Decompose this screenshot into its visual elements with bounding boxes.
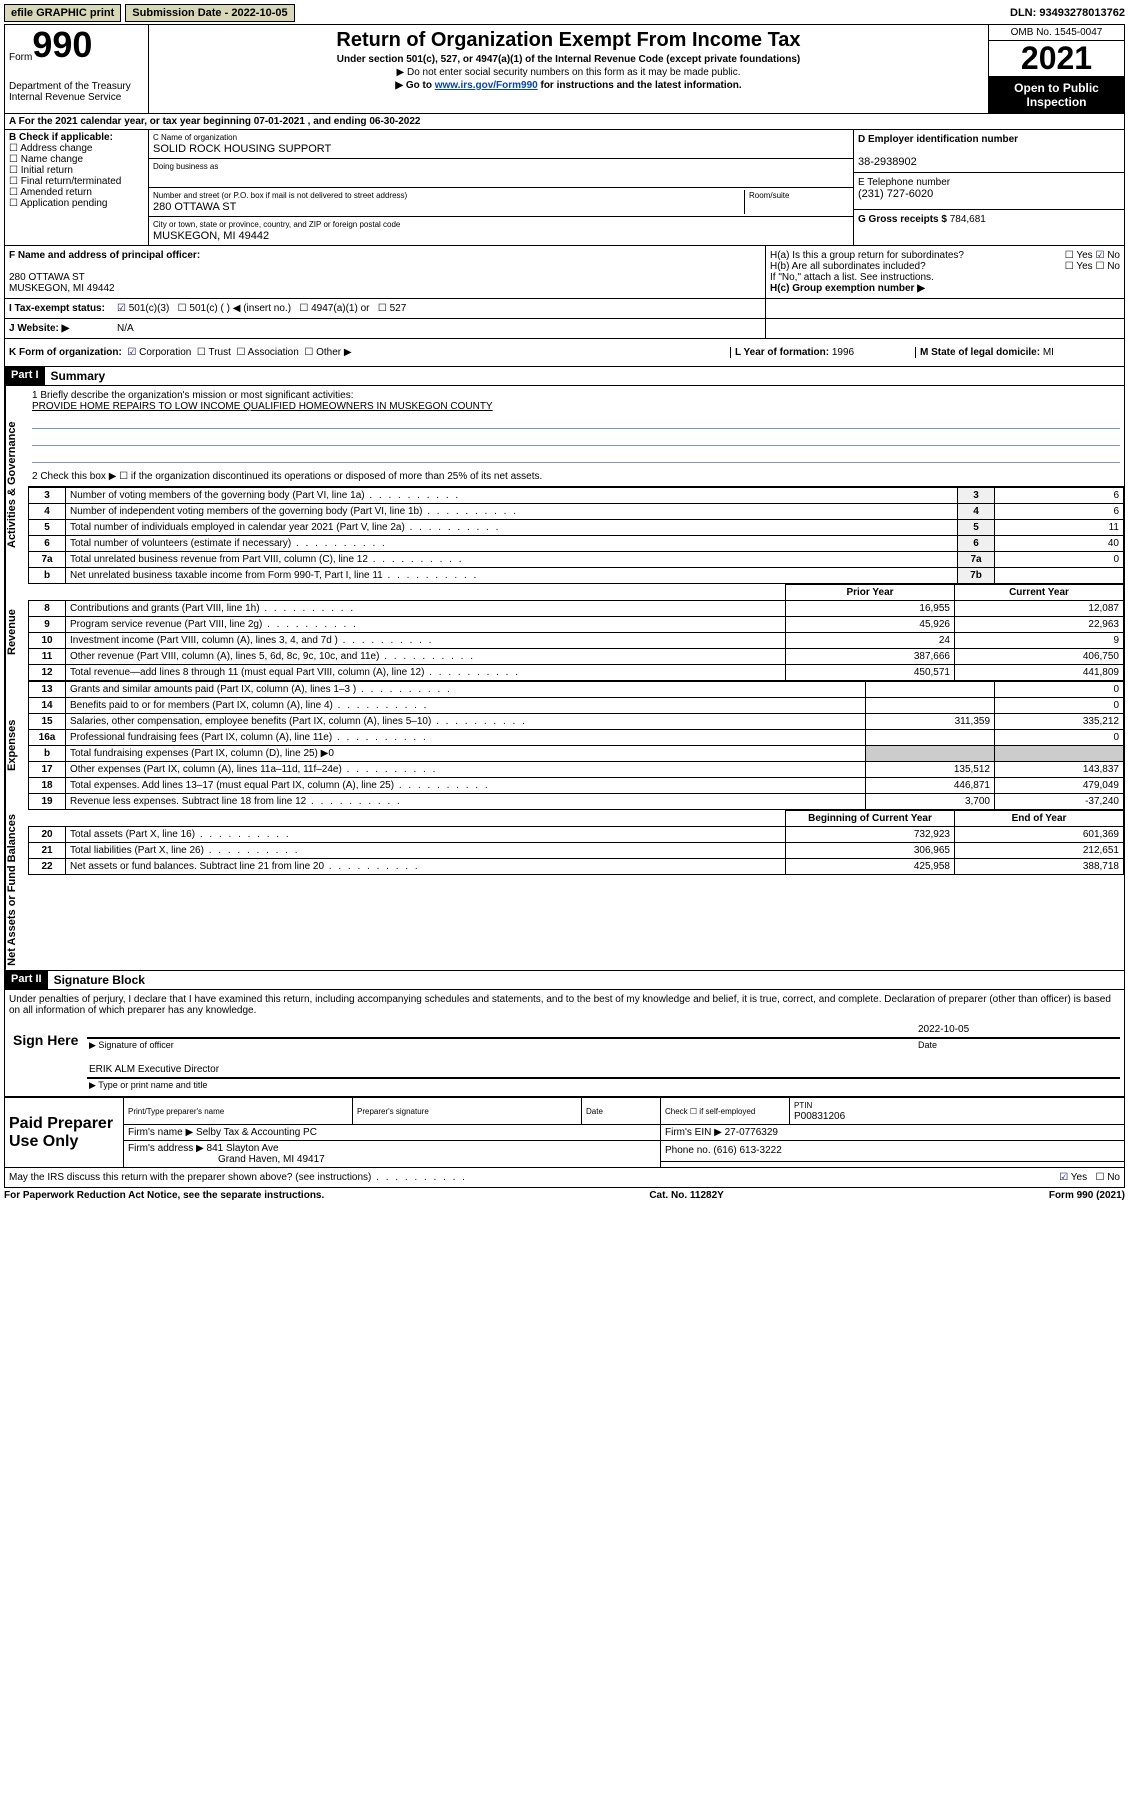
revenue-table: Prior YearCurrent Year8Contributions and… (28, 584, 1124, 681)
gross-receipts: 784,681 (950, 214, 986, 225)
summary-governance: Activities & Governance 1 Briefly descri… (4, 386, 1125, 584)
table-row: 3Number of voting members of the governi… (29, 488, 1124, 504)
discuss-yes[interactable]: Yes (1059, 1172, 1087, 1183)
org-city: MUSKEGON, MI 49442 (153, 230, 269, 242)
firm-phone: (616) 613-3222 (713, 1145, 781, 1156)
signature-block: Under penalties of perjury, I declare th… (4, 990, 1125, 1097)
instructions-link[interactable]: www.irs.gov/Form990 (435, 80, 538, 91)
chk-address-change[interactable]: Address change (9, 143, 144, 154)
ha-yes[interactable]: Yes (1065, 250, 1093, 261)
table-row: 13Grants and similar amounts paid (Part … (29, 682, 1124, 698)
chk-assoc[interactable]: Association (236, 347, 298, 358)
ha-no[interactable]: No (1095, 250, 1120, 261)
table-row: 19Revenue less expenses. Subtract line 1… (29, 794, 1124, 810)
col-right: D Employer identification number 38-2938… (853, 130, 1124, 245)
hb-no[interactable]: No (1095, 261, 1120, 272)
form-title: Return of Organization Exempt From Incom… (155, 29, 982, 52)
chk-501c3[interactable]: 501(c)(3) (117, 303, 169, 314)
officer-name: ERIK ALM Executive Director (87, 1062, 1120, 1078)
status-j: J Website: ▶ N/A (4, 319, 1125, 339)
org-name: SOLID ROCK HOUSING SUPPORT (153, 143, 331, 155)
table-row: 16aProfessional fundraising fees (Part I… (29, 730, 1124, 746)
table-header: Beginning of Current YearEnd of Year (29, 811, 1124, 827)
preparer-table: Paid Preparer Use Only Print/Type prepar… (4, 1097, 1125, 1168)
summary-expenses: Expenses 13Grants and similar amounts pa… (4, 681, 1125, 810)
status-i: I Tax-exempt status: 501(c)(3) 501(c) ( … (4, 299, 1125, 319)
expenses-table: 13Grants and similar amounts paid (Part … (28, 681, 1124, 810)
header-left: Form 990 Department of the Treasury Inte… (5, 25, 149, 113)
table-row: 12Total revenue—add lines 8 through 11 (… (29, 665, 1124, 681)
summary-revenue: Revenue Prior YearCurrent Year8Contribut… (4, 584, 1125, 681)
part2-header: Part II Signature Block (4, 971, 1125, 990)
hb-yes[interactable]: Yes (1065, 261, 1093, 272)
korg: K Form of organization: Corporation Trus… (4, 339, 1125, 367)
table-row: 20Total assets (Part X, line 16)732,9236… (29, 827, 1124, 843)
ein: 38-2938902 (858, 156, 917, 168)
part1-header: Part I Summary (4, 367, 1125, 386)
chk-501c[interactable]: 501(c) ( ) ◀ (insert no.) (178, 303, 291, 314)
row-a: A For the 2021 calendar year, or tax yea… (4, 114, 1125, 130)
year-formation: 1996 (832, 347, 854, 358)
form-header: Form 990 Department of the Treasury Inte… (4, 24, 1125, 114)
chk-initial-return[interactable]: Initial return (9, 165, 144, 176)
header-right: OMB No. 1545-0047 2021 Open to Public In… (988, 25, 1124, 113)
state-domicile: MI (1043, 347, 1054, 358)
col-b: B Check if applicable: Address change Na… (5, 130, 149, 245)
firm-ein: 27-0776329 (725, 1127, 778, 1138)
chk-other[interactable]: Other ▶ (304, 347, 351, 358)
footer: For Paperwork Reduction Act Notice, see … (4, 1188, 1125, 1203)
header-mid: Return of Organization Exempt From Incom… (149, 25, 988, 113)
table-row: 11Other revenue (Part VIII, column (A), … (29, 649, 1124, 665)
chk-4947[interactable]: 4947(a)(1) or (299, 303, 369, 314)
table-row: bNet unrelated business taxable income f… (29, 568, 1124, 584)
org-street: 280 OTTAWA ST (153, 201, 236, 213)
netassets-table: Beginning of Current YearEnd of Year20To… (28, 810, 1124, 875)
dln: DLN: 93493278013762 (1010, 7, 1125, 19)
chk-name-change[interactable]: Name change (9, 154, 144, 165)
chk-trust[interactable]: Trust (197, 347, 231, 358)
discuss-no[interactable]: No (1095, 1172, 1120, 1183)
table-row: 7aTotal unrelated business revenue from … (29, 552, 1124, 568)
table-row: 9Program service revenue (Part VIII, lin… (29, 617, 1124, 633)
table-row: 17Other expenses (Part IX, column (A), l… (29, 762, 1124, 778)
table-row: 4Number of independent voting members of… (29, 504, 1124, 520)
topbar: efile GRAPHIC print Submission Date - 20… (4, 4, 1125, 22)
table-row: 6Total number of volunteers (estimate if… (29, 536, 1124, 552)
table-row: bTotal fundraising expenses (Part IX, co… (29, 746, 1124, 762)
firm-addr2: Grand Haven, MI 49417 (218, 1154, 325, 1165)
mission: PROVIDE HOME REPAIRS TO LOW INCOME QUALI… (32, 401, 493, 412)
efile-badge[interactable]: efile GRAPHIC print (4, 4, 121, 22)
firm-addr1: 841 Slayton Ave (207, 1143, 279, 1154)
subdate-badge: Submission Date - 2022-10-05 (125, 4, 294, 22)
chk-527[interactable]: 527 (378, 303, 406, 314)
table-row: 22Net assets or fund balances. Subtract … (29, 859, 1124, 875)
chk-app-pending[interactable]: Application pending (9, 198, 144, 209)
sig-date: 2022-10-05 (916, 1022, 1120, 1037)
table-row: 14Benefits paid to or for members (Part … (29, 698, 1124, 714)
table-row: 18Total expenses. Add lines 13–17 (must … (29, 778, 1124, 794)
chk-amended[interactable]: Amended return (9, 187, 144, 198)
table-row: 5Total number of individuals employed in… (29, 520, 1124, 536)
col-cd: C Name of organization SOLID ROCK HOUSIN… (149, 130, 853, 245)
table-row: 10Investment income (Part VIII, column (… (29, 633, 1124, 649)
ptin: P00831206 (794, 1111, 845, 1122)
governance-table: 3Number of voting members of the governi… (28, 487, 1124, 584)
summary-netassets: Net Assets or Fund Balances Beginning of… (4, 810, 1125, 971)
table-header: Prior YearCurrent Year (29, 585, 1124, 601)
form-number: 990 (32, 27, 92, 63)
table-row: 15Salaries, other compensation, employee… (29, 714, 1124, 730)
section-fh: F Name and address of principal officer:… (4, 246, 1125, 299)
tax-year: 2021 (989, 41, 1124, 77)
chk-final-return[interactable]: Final return/terminated (9, 176, 144, 187)
info-grid: B Check if applicable: Address change Na… (4, 130, 1125, 246)
website: N/A (113, 319, 765, 338)
firm-name: Selby Tax & Accounting PC (196, 1127, 317, 1138)
table-row: 8Contributions and grants (Part VIII, li… (29, 601, 1124, 617)
discuss-row: May the IRS discuss this return with the… (4, 1168, 1125, 1188)
table-row: 21Total liabilities (Part X, line 26)306… (29, 843, 1124, 859)
chk-corp[interactable]: Corporation (127, 347, 191, 358)
telephone: (231) 727-6020 (858, 188, 933, 200)
